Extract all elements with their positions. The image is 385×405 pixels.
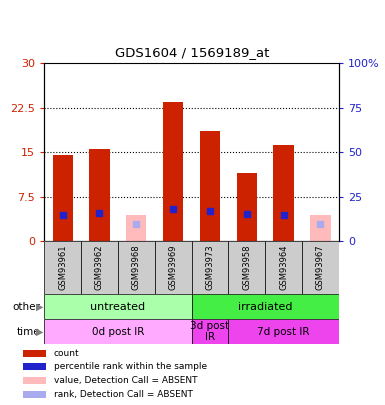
Text: GSM93967: GSM93967 xyxy=(316,244,325,290)
Bar xyxy=(192,294,339,319)
Text: GSM93964: GSM93964 xyxy=(279,244,288,290)
Bar xyxy=(126,215,146,241)
Text: GDS1604 / 1569189_at: GDS1604 / 1569189_at xyxy=(116,46,270,59)
Bar xyxy=(192,241,228,294)
Text: count: count xyxy=(54,349,80,358)
Bar xyxy=(200,132,220,241)
Bar xyxy=(192,319,228,344)
Text: irradiated: irradiated xyxy=(238,302,293,311)
Text: other: other xyxy=(13,302,40,311)
Bar xyxy=(23,377,46,384)
Bar xyxy=(44,241,81,294)
Text: ▶: ▶ xyxy=(36,327,44,337)
Text: value, Detection Call = ABSENT: value, Detection Call = ABSENT xyxy=(54,376,198,385)
Bar xyxy=(89,149,110,241)
Bar xyxy=(23,350,46,356)
Text: GSM93961: GSM93961 xyxy=(58,244,67,290)
Text: GSM93968: GSM93968 xyxy=(132,244,141,290)
Text: time: time xyxy=(17,327,40,337)
Bar xyxy=(310,215,330,241)
Bar xyxy=(265,241,302,294)
Text: 7d post IR: 7d post IR xyxy=(257,327,310,337)
Bar xyxy=(302,241,339,294)
Text: GSM93962: GSM93962 xyxy=(95,244,104,290)
Text: GSM93958: GSM93958 xyxy=(242,244,251,290)
Bar xyxy=(228,319,339,344)
Bar xyxy=(53,155,73,241)
Bar xyxy=(155,241,192,294)
Text: percentile rank within the sample: percentile rank within the sample xyxy=(54,362,207,371)
Text: ▶: ▶ xyxy=(36,302,44,311)
Bar xyxy=(228,241,265,294)
Bar xyxy=(273,145,294,241)
Bar xyxy=(23,363,46,370)
Bar xyxy=(44,294,192,319)
Text: rank, Detection Call = ABSENT: rank, Detection Call = ABSENT xyxy=(54,390,193,399)
Text: 3d post
IR: 3d post IR xyxy=(191,321,229,343)
Text: untreated: untreated xyxy=(90,302,146,311)
Text: 0d post IR: 0d post IR xyxy=(92,327,144,337)
Bar xyxy=(81,241,118,294)
Text: GSM93973: GSM93973 xyxy=(206,244,214,290)
Bar xyxy=(118,241,155,294)
Bar xyxy=(237,173,257,241)
Bar xyxy=(23,391,46,398)
Text: GSM93969: GSM93969 xyxy=(169,244,177,290)
Bar xyxy=(163,102,183,241)
Bar xyxy=(44,319,192,344)
